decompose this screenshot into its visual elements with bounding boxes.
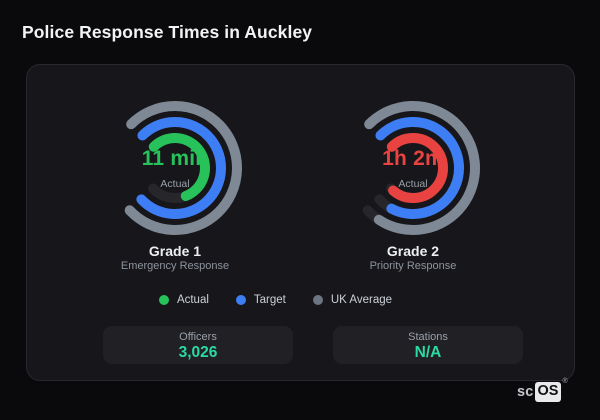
stat-officers: Officers 3,026 [103, 326, 293, 364]
legend-dot-uk-average-icon [312, 295, 323, 305]
gauge-grade-1: 11 min Actual [105, 98, 245, 238]
page-title: Police Response Times in Auckley [22, 22, 313, 42]
stat-stations-value: N/A [414, 344, 442, 361]
stat-stations: Stations N/A [333, 326, 523, 364]
stat-stations-label: Stations [408, 331, 448, 343]
gauge-grade-2-title: Grade 2 [386, 243, 440, 259]
registered-trademark-icon: ® [562, 378, 568, 385]
gauge-grade-2-caption: Grade 2 Priority Response [313, 243, 513, 273]
gauge-grade-1-value: 11 min [141, 147, 209, 170]
response-times-card: 11 min Actual 1h 2m Actual Grade 1 Emerg… [26, 64, 575, 381]
gauge-grade-2-subtitle: Priority Response [369, 260, 457, 272]
gauge-grade-1-center-label: Actual [160, 178, 190, 190]
scos-logo-box: OS [534, 381, 562, 402]
gauge-grade-2-rings [362, 101, 480, 235]
scos-logo-prefix: sc [517, 383, 534, 400]
gauge-grade-2-value: 1h 2m [382, 147, 444, 170]
stat-officers-label: Officers [179, 331, 217, 343]
gauge-grade-1-subtitle: Emergency Response [120, 260, 230, 272]
legend-dot-target-icon [235, 295, 246, 305]
legend-label-actual: Actual [176, 294, 209, 306]
legend-dot-actual-icon [158, 295, 169, 305]
stat-officers-value: 3,026 [178, 344, 218, 361]
legend-item-target[interactable]: Target [235, 294, 286, 306]
gauge-grade-2-center-label: Actual [398, 178, 428, 190]
legend-label-uk-average: UK Average [330, 294, 393, 306]
legend-item-actual[interactable]: Actual [158, 294, 209, 306]
legend-label-target: Target [253, 294, 286, 306]
gauge-grade-1-rings [124, 101, 242, 235]
gauge-grade-2: 1h 2m Actual [343, 98, 483, 238]
gauge-grade-1-title: Grade 1 [148, 243, 202, 259]
gauge-grade-1-caption: Grade 1 Emergency Response [75, 243, 275, 273]
legend-item-uk-average[interactable]: UK Average [312, 294, 393, 306]
chart-legend: Actual Target UK Average [1, 292, 550, 308]
scos-logo: sc OS ® [517, 378, 568, 403]
